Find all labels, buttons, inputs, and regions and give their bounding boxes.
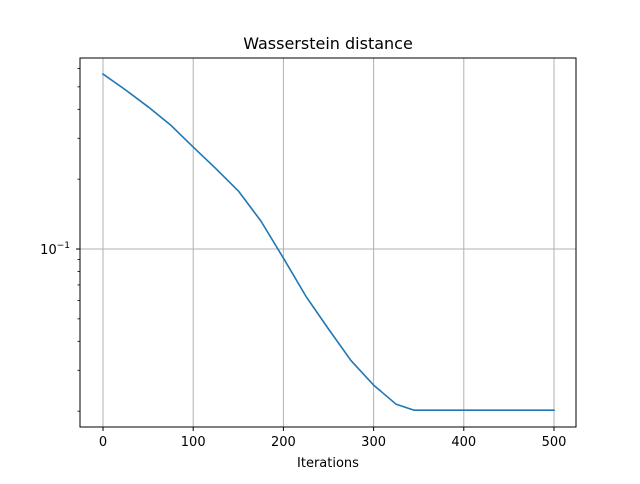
y-axis-ticks — [76, 68, 80, 412]
grid-lines — [80, 58, 576, 427]
x-tick-label: 400 — [451, 435, 476, 450]
x-axis-label: Iterations — [297, 456, 359, 471]
x-tick-label: 300 — [361, 435, 386, 450]
data-series — [101, 72, 555, 412]
series-line — [101, 72, 555, 412]
chart-title: Wasserstein distance — [243, 34, 413, 53]
axes-frame — [79, 57, 577, 428]
x-tick-label: 200 — [271, 435, 296, 450]
x-tick-label: 0 — [99, 435, 107, 450]
x-axis-ticks: 0 100 200 300 400 500 — [99, 427, 567, 450]
x-tick-label: 100 — [181, 435, 206, 450]
x-tick-label: 500 — [542, 435, 567, 450]
y-tick-label-0.1: 10−1 — [40, 241, 70, 258]
